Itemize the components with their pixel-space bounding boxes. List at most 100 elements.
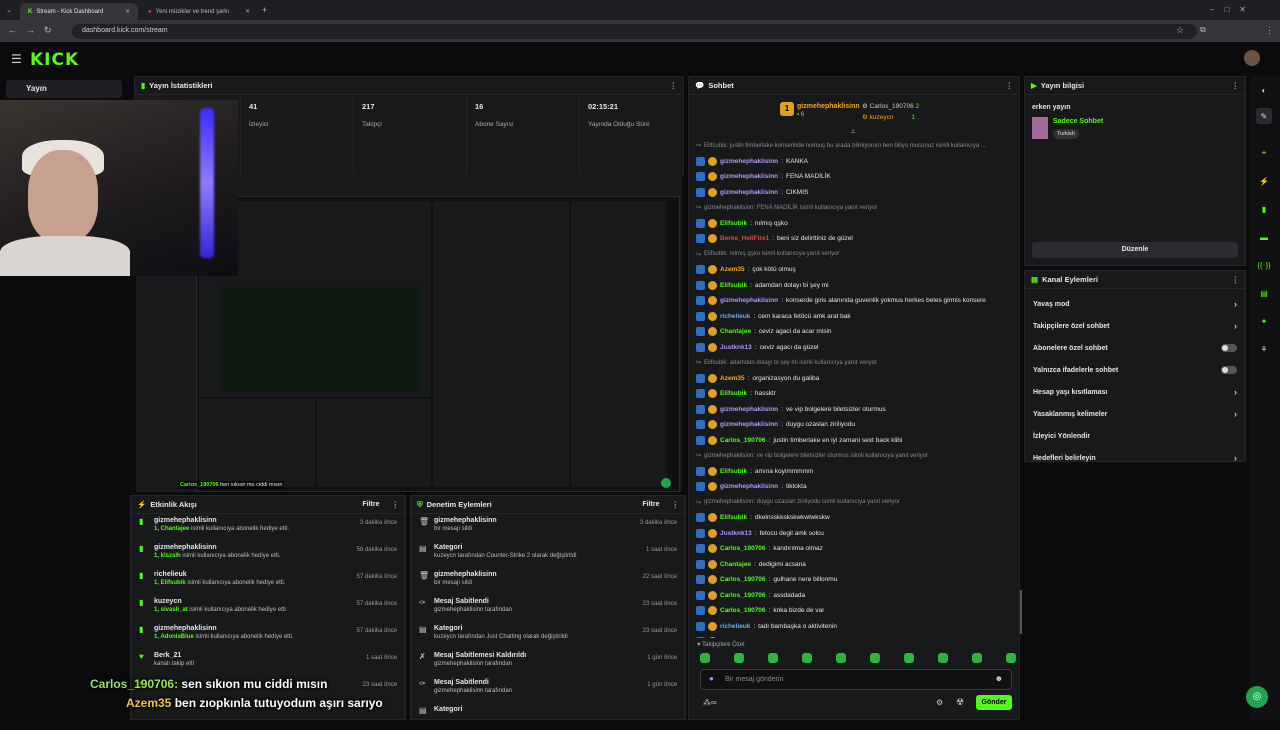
menu-icon[interactable]: ☰ <box>11 52 22 66</box>
chat-message[interactable]: Azem35: çok kötü olmuş <box>696 262 1014 278</box>
chat-username[interactable]: richelieuk <box>720 622 751 630</box>
channel-action-item[interactable]: Abonelere özel sohbet <box>1025 337 1245 359</box>
chat-message[interactable]: gizmehephaklisinn: FENA MADİLİK <box>696 169 1014 185</box>
filter-button[interactable]: Filtre <box>642 501 660 508</box>
chat-username[interactable]: Chantajee <box>720 328 752 336</box>
dark-mode-icon[interactable]: ◐ <box>1261 85 1267 95</box>
chat-username[interactable]: richelieuk <box>720 312 751 320</box>
chat-message[interactable]: Elifsubik: adamdan dolayı bi şey mi <box>696 278 1014 294</box>
chat-message[interactable]: Carlos_190706: gulhane nere billonmu <box>696 572 1014 588</box>
more-icon[interactable]: ⋮ <box>669 81 678 90</box>
chat-message[interactable]: Elifsubik: nılmış qşko <box>696 216 1014 232</box>
pin-expand-icon[interactable]: ⩡ <box>851 127 856 136</box>
toggle-switch[interactable] <box>1221 344 1237 352</box>
emote-icon[interactable] <box>870 653 880 663</box>
document-icon[interactable]: ▮ <box>1261 204 1267 214</box>
chat-message[interactable]: gizmehephaklisinn: tiktokta <box>696 479 1014 495</box>
chat-message[interactable]: Justknk13: fetocu degil amk solcu <box>696 526 1014 542</box>
top-user-1[interactable]: gizmehephaklisinn <box>797 103 860 110</box>
chat-message[interactable]: Carlos_190706: knka bizde de var <box>696 603 1014 619</box>
chat-scrollbar[interactable] <box>1020 590 1022 634</box>
chat-message[interactable]: Berke_HellFire1: beni siz delirttiniz de … <box>696 231 1014 247</box>
channel-action-item[interactable]: Yavaş mod › <box>1025 293 1245 315</box>
filter-button[interactable]: Filtre <box>362 501 380 508</box>
chat-username[interactable]: Elifsubik <box>720 514 748 522</box>
kick-logo[interactable]: KICK <box>30 50 80 70</box>
tab-search-icon[interactable]: ⌄ <box>6 7 12 14</box>
activity-item[interactable]: ▮ gizmehephaklisinn 1, AdonisBlue isimli k… <box>131 622 405 649</box>
emote-icon[interactable] <box>734 653 744 663</box>
new-tab-icon[interactable]: + <box>262 5 268 15</box>
more-icon[interactable]: ⋮ <box>1231 275 1240 284</box>
back-icon[interactable]: ← <box>8 25 17 35</box>
chat-tools-icon[interactable]: ⁂∞ <box>703 698 717 707</box>
chat-icon[interactable]: ▬ <box>1260 232 1268 242</box>
avatar[interactable] <box>1244 50 1260 66</box>
toggle-switch[interactable] <box>1221 366 1237 374</box>
channel-action-item[interactable]: Hedefleri belirleyin › <box>1025 447 1245 469</box>
forward-icon[interactable]: → <box>26 25 35 35</box>
moderation-item[interactable]: ✑ Mesaj Sabitlendi gizmehephaklisinn taraf… <box>411 595 685 622</box>
chat-message[interactable]: Carlos_190706: assdadada <box>696 588 1014 604</box>
chat-message[interactable]: Elifsubik: amına koyimmmmm <box>696 464 1014 480</box>
chat-username[interactable]: gizmehephaklisinn <box>720 405 779 413</box>
chat-message[interactable]: richelieuk: cem karaca fetöcü amk arat ba… <box>696 309 1014 325</box>
chat-message[interactable]: Carlos_190706: kandırılma olmaz <box>696 541 1014 557</box>
extensions-icon[interactable]: ⧉ <box>1200 25 1206 34</box>
wrench-icon[interactable]: ✦ <box>1260 316 1268 326</box>
activity-item[interactable]: ▮ richelieuk 1, Elifsubik isimli kullanıcı… <box>131 568 405 595</box>
chat-username[interactable]: Carlos_190706 <box>720 545 766 553</box>
close-icon[interactable]: ✕ <box>244 9 250 15</box>
chat-message[interactable]: gizmehephaklisinn: KANKA <box>696 154 1014 170</box>
activity-user[interactable]: Berk_21 <box>154 652 182 659</box>
emote-icon[interactable] <box>938 653 948 663</box>
chat-username[interactable]: Carlos_190706 <box>720 436 766 444</box>
activity-item[interactable]: ♥ 23 saat önce <box>131 676 405 703</box>
share-icon[interactable]: ⚘ <box>1260 344 1268 354</box>
chat-username[interactable]: gizmehephaklisinn <box>720 483 779 491</box>
activity-user[interactable]: richelieuk <box>154 571 187 578</box>
reload-icon[interactable]: ↻ <box>44 25 52 35</box>
sidebar-item-yayin[interactable]: Yayın <box>6 80 122 98</box>
moderation-item[interactable]: ▤ Kategori kuzeycn tarafından Just Chattin… <box>411 622 685 649</box>
chat-username[interactable]: Carlos_190706 <box>720 607 766 615</box>
moderation-item[interactable]: 🗑 gizmehephaklisinn bir mesajı sildi 22 saa… <box>411 568 685 595</box>
chat-message[interactable]: Elifsubik: dkelnsskkskskwkwlwkskw <box>696 510 1014 526</box>
chat-username[interactable]: gizmehephaklisinn <box>720 157 779 165</box>
chat-message[interactable]: gizmehephaklisinn: konserde giris alanınd… <box>696 293 1014 309</box>
chat-username[interactable]: Chantajee <box>720 560 752 568</box>
url-input[interactable]: dashboard.kick.com/stream <box>72 24 1197 39</box>
emote-icon[interactable] <box>904 653 914 663</box>
chat-input[interactable]: ● Bir mesaj gönderin ☻ <box>700 669 1012 690</box>
target-icon[interactable]: ⌖ <box>1261 148 1267 157</box>
channel-action-item[interactable]: Yalnızca ifadelerle sohbet <box>1025 359 1245 381</box>
broadcast-icon[interactable]: ((·)) <box>1257 260 1271 270</box>
chat-message[interactable]: Justknk13:oha amk <box>696 634 1014 638</box>
chat-username[interactable]: Elifsubik <box>720 281 748 289</box>
chat-message[interactable]: richelieuk: tadı bambaşka o aktivitenin <box>696 619 1014 635</box>
emote-icon[interactable] <box>1006 653 1016 663</box>
activity-item[interactable]: ▮ gizmehephaklisinn 1, klszslh isimli kull… <box>131 541 405 568</box>
chat-message[interactable]: Elifsubik: hassktr <box>696 386 1014 402</box>
chat-username[interactable]: gizmehephaklisinn <box>720 188 779 196</box>
help-chat-icon[interactable]: ◎ <box>1246 686 1268 708</box>
activity-item[interactable]: ♥ Berk_21 kanalı takip etti 1 saat önce <box>131 649 405 676</box>
chat-username[interactable]: gizmehephaklisinn <box>720 421 779 429</box>
category-link[interactable]: Sadece Sohbet <box>1053 118 1104 125</box>
chat-username[interactable]: Justknk13 <box>720 529 752 537</box>
chat-username[interactable]: Elifsubik <box>720 219 748 227</box>
chat-username[interactable]: Elifsubik <box>720 390 748 398</box>
chat-message[interactable]: gizmehephaklisinn: duygu ozaslan ziriliyo… <box>696 417 1014 433</box>
chat-username[interactable]: Berke_HellFire1 <box>720 235 770 243</box>
activity-item[interactable]: ▮ gizmehephaklisinn 1, Chantajee isimli ku… <box>131 514 405 541</box>
activity-user[interactable]: gizmehephaklisinn <box>154 625 217 632</box>
close-icon[interactable]: ✕ <box>124 9 130 15</box>
top-user-3[interactable]: ⚙ kuzeycn 1 <box>862 114 915 121</box>
chat-message[interactable]: gizmehephaklisinn: ve vip bolgelere bilet… <box>696 402 1014 418</box>
send-button[interactable]: Gönder <box>976 695 1012 710</box>
emote-icon[interactable] <box>972 653 982 663</box>
chat-message[interactable]: Azem35: organizasyon du galiba <box>696 371 1014 387</box>
moderation-item[interactable]: ✗ Mesaj Sabitlemesi Kaldırıldı gizmehephak… <box>411 649 685 676</box>
browser-menu-icon[interactable]: ⋮ <box>1265 25 1274 35</box>
moderation-item[interactable]: ▤ Kategori kuzeycn tarafından Counter-Stri… <box>411 541 685 568</box>
